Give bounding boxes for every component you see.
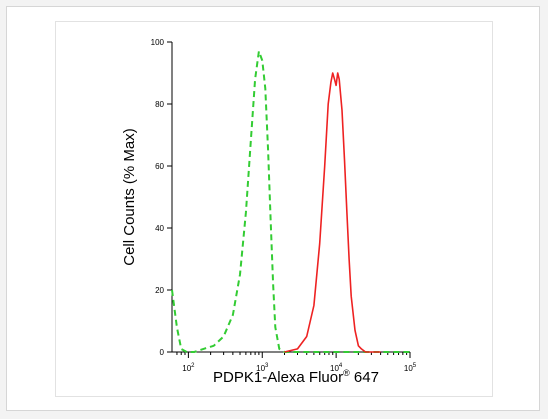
y-tick-label: 100 xyxy=(151,38,165,47)
axes xyxy=(171,42,410,353)
figure-panel: 0 20 40 60 80 100 102 103 104 105 Cell Counts (% … xyxy=(55,21,493,397)
x-tick-label: 103 xyxy=(256,363,269,373)
y-tick-label: 80 xyxy=(155,100,164,109)
ticks: 0 20 40 60 80 100 102 103 104 105 xyxy=(151,38,417,373)
histogram-chart: 0 20 40 60 80 100 102 103 104 105 Cell Counts (% … xyxy=(121,38,417,386)
series-group xyxy=(171,50,410,353)
x-axis-label-main: PDPK1-Alexa Fluor xyxy=(213,369,343,386)
y-tick-label: 20 xyxy=(155,286,164,295)
y-tick-label: 0 xyxy=(160,348,165,357)
x-axis-label-tail: 647 xyxy=(350,369,379,386)
y-tick-label: 40 xyxy=(155,224,164,233)
y-axis-label: Cell Counts (% Max) xyxy=(121,128,138,266)
series-line-dashed-green xyxy=(171,50,410,353)
x-axis-label: PDPK1-Alexa Fluor® 647 xyxy=(213,368,379,386)
figure-frame: 0 20 40 60 80 100 102 103 104 105 Cell Counts (% … xyxy=(6,6,540,411)
y-tick-label: 60 xyxy=(155,162,164,171)
x-tick-label: 104 xyxy=(330,363,343,373)
series-line-solid-red xyxy=(284,72,381,353)
x-axis-label-registered: ® xyxy=(343,368,350,378)
x-tick-label: 102 xyxy=(182,363,195,373)
x-tick-label: 105 xyxy=(404,363,417,373)
